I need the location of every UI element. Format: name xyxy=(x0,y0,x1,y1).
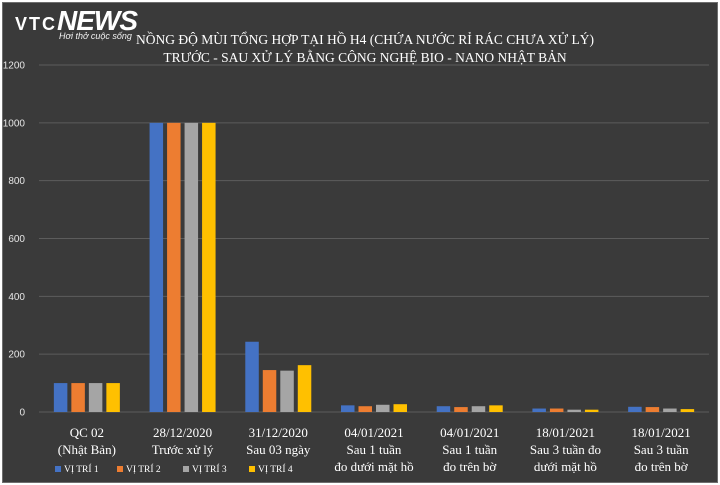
x-tick-label: đo trên bờ xyxy=(635,459,689,474)
y-tick-label: 1200 xyxy=(3,61,25,72)
x-tick-label: 04/01/2021 xyxy=(440,425,499,440)
bars xyxy=(53,122,695,412)
legend-label: VỊ TRÍ 3 xyxy=(192,463,227,475)
vtc-news-logo: VTCNEWS Hơi thở cuộc sống xyxy=(15,5,138,41)
bar xyxy=(149,122,164,412)
legend-label: VỊ TRÍ 4 xyxy=(258,463,293,475)
x-tick-label: Sau 3 tuần xyxy=(634,442,689,457)
bar xyxy=(663,408,677,412)
x-tick-label: 28/12/2020 xyxy=(153,425,212,440)
bar xyxy=(245,341,259,412)
bar xyxy=(53,383,68,412)
logo-news: NEWS xyxy=(57,5,138,36)
bar xyxy=(628,406,642,412)
bar xyxy=(489,405,503,412)
bar xyxy=(71,383,85,412)
y-tick-label: 800 xyxy=(8,176,25,187)
bar xyxy=(584,409,599,412)
bar xyxy=(532,408,546,412)
bar xyxy=(549,408,564,412)
y-tick-label: 600 xyxy=(8,234,25,245)
x-tick-label: Sau 1 tuần xyxy=(347,442,402,457)
y-tick-label: 400 xyxy=(8,292,25,303)
bar xyxy=(167,122,181,412)
x-tick-label: 18/01/2021 xyxy=(536,425,595,440)
bar xyxy=(88,383,103,412)
x-tick-label: Trước xử lý xyxy=(152,442,214,457)
bar xyxy=(280,370,294,412)
legend-item: VỊ TRÍ 4 xyxy=(249,463,293,475)
x-tick-label: QC 02 xyxy=(70,425,104,440)
y-tick-label: 0 xyxy=(19,408,25,419)
bar xyxy=(376,404,390,412)
bar xyxy=(436,406,451,412)
chart-title: NỒNG ĐỘ MÙI TỔNG HỢP TẠI HỒ H4 (CHỨA NƯỚ… xyxy=(136,32,594,47)
bar xyxy=(202,122,216,412)
legend-label: VỊ TRÍ 1 xyxy=(64,463,99,475)
bar xyxy=(393,404,407,412)
legend-swatch xyxy=(249,466,255,472)
chart-subtitle: TRƯỚC - SAU XỬ LÝ BẰNG CÔNG NGHỆ BIO - N… xyxy=(163,50,566,65)
legend-swatch xyxy=(183,466,189,472)
category-labels: QC 02 (Nhật Bản) 28/12/2020 Trước xử lý 31/1… xyxy=(58,425,691,474)
bar xyxy=(341,405,355,412)
bar xyxy=(567,409,581,412)
x-tick-label: Sau 03 ngày xyxy=(246,442,311,457)
bar xyxy=(645,407,660,412)
x-tick-label: đo dưới mặt hồ xyxy=(334,459,413,474)
bar xyxy=(471,406,486,412)
y-tick-label: 200 xyxy=(8,350,25,361)
bar xyxy=(297,365,312,412)
x-tick-label: dưới mặt hồ xyxy=(534,459,597,474)
x-tick-label: Sau 1 tuần xyxy=(442,442,497,457)
legend: VỊ TRÍ 1 VỊ TRÍ 2 VỊ TRÍ 3 VỊ TRÍ 4 xyxy=(55,463,293,475)
logo-vtc: VTC xyxy=(15,14,57,34)
x-tick-label: 18/01/2021 xyxy=(632,425,691,440)
legend-swatch xyxy=(117,466,123,472)
x-tick-label: đo trên bờ xyxy=(443,459,497,474)
legend-item: VỊ TRÍ 3 xyxy=(183,463,227,475)
y-tick-label: 1000 xyxy=(3,118,25,129)
bar xyxy=(184,122,199,412)
legend-item: VỊ TRÍ 2 xyxy=(117,463,161,475)
bar xyxy=(358,406,372,412)
legend-swatch xyxy=(55,466,61,472)
bar xyxy=(262,370,277,412)
chart: NỒNG ĐỘ MÙI TỔNG HỢP TẠI HỒ H4 (CHỨA NƯỚ… xyxy=(3,32,709,475)
legend-item: VỊ TRÍ 1 xyxy=(55,463,99,475)
legend-label: VỊ TRÍ 2 xyxy=(126,463,161,475)
x-tick-label: 04/01/2021 xyxy=(344,425,403,440)
bar xyxy=(454,407,468,412)
x-tick-label: (Nhật Bản) xyxy=(58,442,116,457)
logo-tagline: Hơi thở cuộc sống xyxy=(59,31,132,41)
x-tick-label: 31/12/2020 xyxy=(249,425,308,440)
bar xyxy=(106,383,120,412)
bar xyxy=(680,409,695,412)
x-tick-label: Sau 3 tuần đo xyxy=(530,442,601,457)
grid: 0 200 400 600 800 1000 1200 xyxy=(3,61,709,419)
